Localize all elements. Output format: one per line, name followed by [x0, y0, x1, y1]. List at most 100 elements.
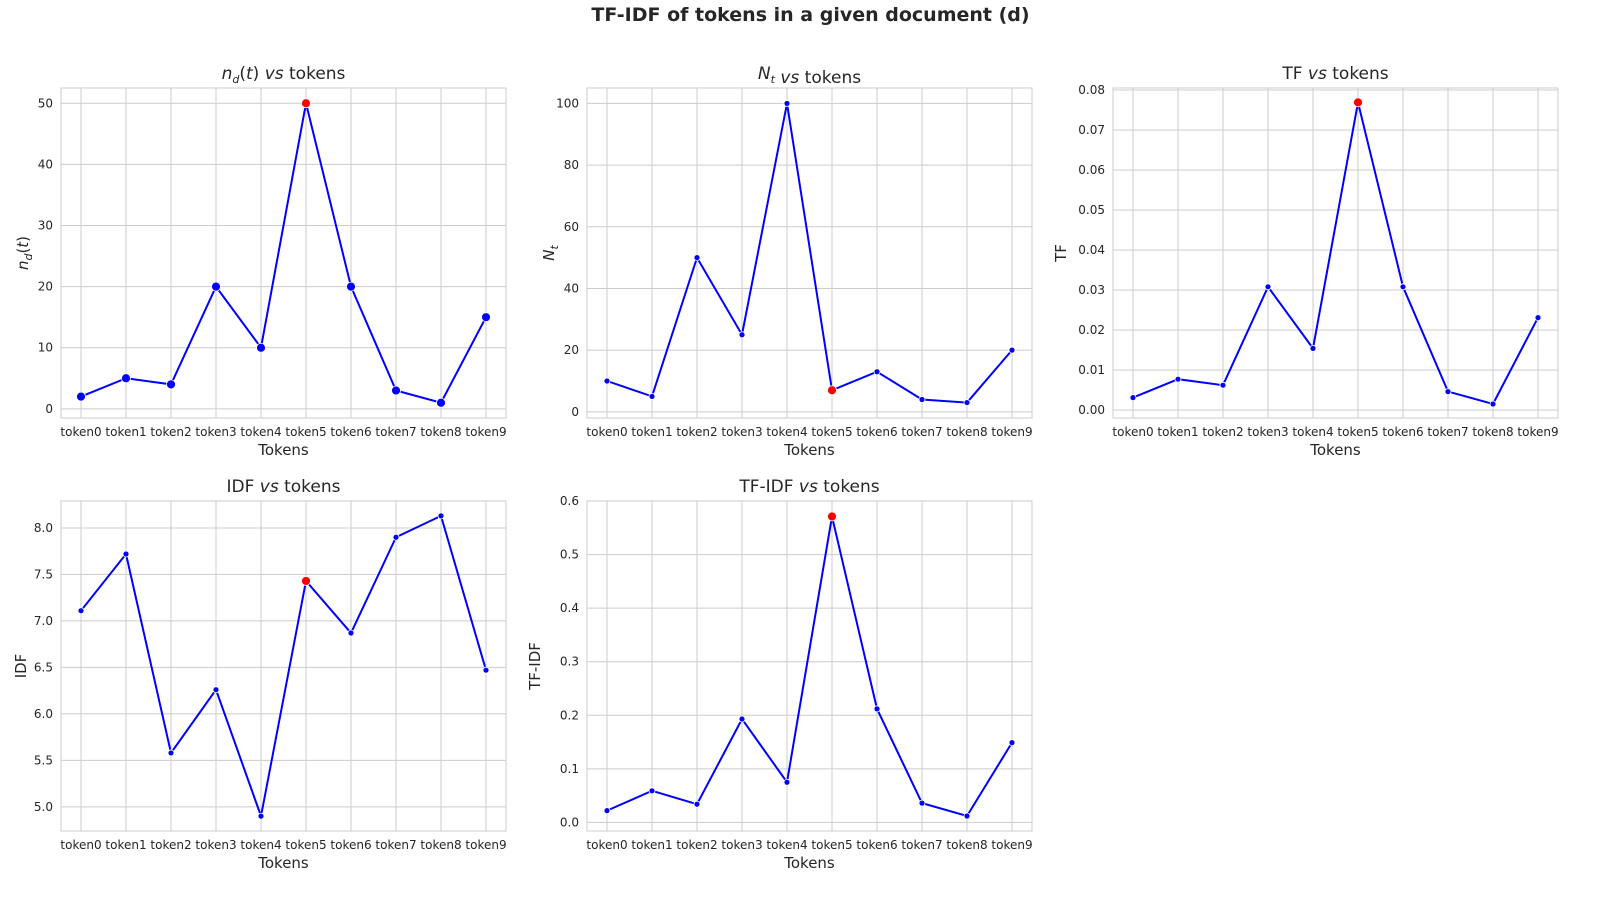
y-tick-label: 0.04 — [1078, 243, 1105, 257]
data-point — [1309, 344, 1317, 352]
x-tick-label: token0 — [60, 425, 101, 439]
y-tick-label: 100 — [556, 96, 579, 110]
y-tick-label: 0.07 — [1078, 123, 1105, 137]
chart-title: TF vs tokens — [1281, 64, 1388, 84]
data-point — [166, 379, 176, 390]
x-tick-label: token8 — [420, 838, 461, 852]
x-tick-label: token4 — [240, 425, 281, 439]
data-point — [481, 312, 491, 323]
data-point — [256, 342, 266, 353]
x-tick-label: token9 — [465, 838, 506, 852]
x-tick-label: token6 — [856, 425, 897, 439]
y-tick-label: 60 — [564, 220, 579, 234]
x-tick-label: token4 — [766, 838, 807, 852]
x-tick-label: token9 — [465, 425, 506, 439]
chart-title: Nt vs tokens — [758, 64, 861, 88]
highlight-point — [301, 576, 311, 586]
data-point — [738, 331, 746, 339]
data-point — [257, 812, 265, 820]
data-point — [648, 393, 656, 400]
x-tick-label: token6 — [856, 838, 897, 852]
data-point — [1174, 375, 1182, 383]
x-tick-label: token8 — [946, 425, 987, 439]
y-tick-label: 0.03 — [1078, 283, 1105, 297]
chart-tf-vs-tokens: 0.00 0.01 0.02 0.03 0.04 0.05 0.06 0.07 0.08 toke… — [1052, 64, 1559, 459]
data-point — [1399, 283, 1407, 291]
data-point — [482, 666, 490, 674]
x-tick-label: token9 — [991, 838, 1032, 852]
y-tick-label: 8.0 — [34, 521, 53, 535]
plot-frame — [586, 500, 1033, 832]
y-tick-label: 0.00 — [1078, 403, 1105, 417]
data-point — [1264, 283, 1272, 291]
x-tick-label: token2 — [150, 425, 191, 439]
y-axis-label: Nt — [540, 245, 561, 261]
x-axis-label: Tokens — [257, 854, 309, 872]
plot-frame — [586, 87, 1033, 419]
x-tick-label: token8 — [420, 425, 461, 439]
data-point — [436, 397, 446, 408]
highlight-point — [827, 511, 837, 522]
y-tick-label: 5.5 — [34, 753, 53, 767]
data-point — [1219, 381, 1227, 389]
data-point — [918, 396, 926, 403]
chart-nt-vs-tokens: 0 20 40 60 80 100 token0 token1 token2 token3 toke… — [540, 64, 1033, 459]
x-tick-label: token3 — [721, 425, 762, 439]
data-point — [963, 812, 971, 820]
data-point — [1008, 739, 1016, 747]
data-point — [648, 787, 656, 795]
chart-title: nd(t) vs tokens — [222, 64, 346, 86]
figure-title: TF-IDF of tokens in a given document (d) — [591, 4, 1030, 26]
data-point — [918, 799, 926, 807]
y-tick-label: 0 — [45, 402, 53, 416]
chart-title: TF-IDF vs tokens — [738, 477, 879, 497]
y-tick-label: 40 — [564, 281, 579, 295]
x-tick-label: token4 — [1292, 425, 1333, 439]
x-tick-label: token1 — [631, 838, 672, 852]
y-tick-label: 0.0 — [560, 815, 579, 829]
y-tick-label: 0.1 — [560, 762, 579, 776]
data-point — [693, 254, 701, 262]
data-point — [211, 281, 221, 292]
data-point — [77, 607, 85, 615]
y-tick-label: 0.06 — [1078, 163, 1105, 177]
y-tick-label: 50 — [38, 96, 53, 110]
y-tick-label: 6.0 — [34, 707, 53, 721]
data-point — [346, 281, 356, 292]
data-point — [1444, 388, 1452, 396]
y-tick-label: 40 — [38, 157, 53, 171]
y-tick-label: 0.01 — [1078, 363, 1105, 377]
data-point — [783, 100, 791, 107]
y-axis-label: TF-IDF — [526, 642, 544, 691]
x-tick-label: token1 — [1157, 425, 1198, 439]
chart-tfidf-vs-tokens: 0.0 0.1 0.2 0.3 0.4 0.5 0.6 token0 token1 token2 t… — [526, 477, 1033, 872]
x-tick-label: token0 — [586, 425, 627, 439]
y-tick-label: 6.5 — [34, 660, 53, 674]
x-tick-label: token2 — [1202, 425, 1243, 439]
y-tick-label: 80 — [564, 158, 579, 172]
data-point — [1534, 314, 1542, 322]
x-tick-label: token7 — [901, 425, 942, 439]
series-line — [606, 516, 1013, 818]
x-tick-label: token6 — [330, 838, 371, 852]
x-tick-label: token8 — [1472, 425, 1513, 439]
x-tick-label: token0 — [586, 838, 627, 852]
chart-nd-vs-tokens: 0 10 20 30 40 50 token0 token1 token2 token3 token… — [14, 64, 507, 459]
y-tick-label: 20 — [38, 280, 53, 294]
x-tick-label: token4 — [240, 838, 281, 852]
x-tick-label: token1 — [631, 425, 672, 439]
data-point — [437, 512, 445, 520]
x-axis-label: Tokens — [783, 854, 835, 872]
y-tick-label: 5.0 — [34, 800, 53, 814]
y-axis-label: TF — [1052, 244, 1070, 263]
x-tick-label: token6 — [330, 425, 371, 439]
x-axis-label: Tokens — [783, 441, 835, 459]
y-tick-label: 7.5 — [34, 567, 53, 581]
data-point — [121, 373, 131, 384]
data-point — [76, 391, 86, 402]
x-tick-label: token2 — [150, 838, 191, 852]
y-tick-label: 0.6 — [560, 494, 579, 508]
x-tick-label: token1 — [105, 838, 146, 852]
data-point — [783, 778, 791, 786]
y-tick-label: 7.0 — [34, 614, 53, 628]
